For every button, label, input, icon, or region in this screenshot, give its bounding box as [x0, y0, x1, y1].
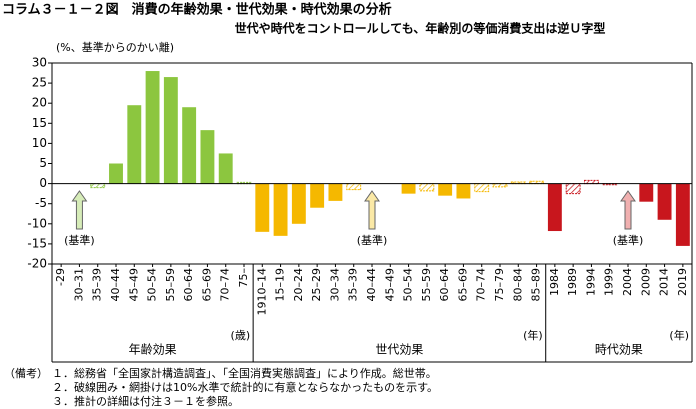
- y-tick-label: 0: [39, 176, 47, 190]
- x-tick-label: 65–69: [200, 268, 213, 302]
- unit-label: (歳): [231, 329, 251, 342]
- note-line: ２．破線囲み・網掛けは10%水準で統計的に有意とならなかったものを示す。: [52, 380, 438, 394]
- bar: [90, 183, 106, 189]
- group-label: 時代効果: [595, 342, 643, 357]
- bar: [182, 107, 197, 184]
- baseline-label: (基準): [613, 233, 644, 247]
- baseline-label: (基準): [64, 233, 95, 247]
- x-tick-label: 70–74: [475, 268, 488, 302]
- y-axis-label: (%、基準からのかい離): [56, 40, 174, 54]
- y-tick-label: -5: [35, 196, 47, 210]
- bar: [163, 77, 178, 184]
- x-tick-label: 55–59: [164, 268, 177, 302]
- x-tick-label: 20–24: [292, 268, 305, 302]
- x-tick-label: -29: [54, 268, 67, 286]
- group-label: 年齢効果: [129, 342, 177, 357]
- bar: [218, 153, 233, 184]
- chart-title: コラム３－１－２図 消費の年齢効果・世代効果・時代効果の分析: [2, 2, 392, 18]
- group-label: 世代効果: [375, 342, 423, 357]
- bar: [547, 183, 562, 232]
- y-tick-label: 15: [32, 116, 47, 130]
- bar: [675, 183, 690, 246]
- note-line: １．総務省「全国家計構造調査」、「全国消費実態調査」により作成。総世帯。: [52, 366, 437, 380]
- y-tick-label: 20: [32, 96, 47, 110]
- bar: [346, 183, 362, 191]
- x-tick-label: 30–31: [72, 268, 85, 302]
- y-tick-label: 5: [39, 156, 47, 170]
- baseline-arrow: [364, 190, 380, 230]
- y-tick-label: 10: [32, 136, 47, 150]
- note-line: ３．推計の詳細は付注３－１を参照。: [52, 394, 239, 408]
- x-tick-label: 1989: [566, 268, 579, 296]
- y-tick-label: -20: [27, 257, 47, 271]
- x-tick-label: 75–: [237, 268, 250, 288]
- baseline-label: (基準): [357, 233, 388, 247]
- baseline-arrow: [620, 190, 636, 230]
- x-tick-label: 45–49: [383, 268, 396, 302]
- x-tick-label: 55–59: [420, 268, 433, 302]
- x-tick-label: 70–74: [219, 268, 232, 302]
- bar: [328, 183, 343, 201]
- bar: [127, 105, 142, 184]
- baseline-arrow: [71, 190, 88, 230]
- x-tick-label: 45–49: [127, 268, 140, 302]
- x-tick-label: 60–64: [182, 268, 195, 302]
- x-tick-label: 2004: [621, 268, 634, 296]
- y-tick-label: -15: [27, 236, 47, 250]
- bar: [291, 183, 306, 224]
- x-tick-label: 2014: [658, 268, 671, 296]
- x-tick-label: 25–29: [310, 268, 323, 302]
- x-tick-label: 30–34: [328, 268, 341, 302]
- x-tick-label: 2009: [639, 268, 652, 296]
- bar: [565, 183, 581, 195]
- x-tick-label: 60–64: [438, 268, 451, 302]
- bar: [474, 183, 490, 193]
- bar: [145, 71, 160, 184]
- x-tick-label: 75–79: [493, 268, 506, 302]
- bar: [456, 183, 471, 199]
- x-tick-label: 1910–14: [255, 268, 268, 316]
- bar: [639, 183, 654, 202]
- bar: [438, 183, 453, 196]
- x-tick-label: 40–44: [109, 268, 122, 302]
- bar: [310, 183, 325, 208]
- x-tick-label: 50–54: [402, 268, 415, 302]
- unit-label: (年): [669, 328, 689, 342]
- bar: [200, 130, 215, 184]
- x-tick-label: 35–39: [91, 268, 104, 302]
- bar: [255, 183, 270, 232]
- bar: [401, 183, 416, 194]
- x-tick-label: 35–39: [347, 268, 360, 302]
- x-tick-label: 40–44: [365, 268, 378, 302]
- x-tick-label: 2019: [676, 268, 689, 296]
- x-tick-label: 1984: [548, 268, 561, 296]
- x-tick-label: 85–89: [530, 268, 543, 302]
- unit-label: (年): [523, 328, 543, 342]
- x-tick-label: 1994: [584, 268, 597, 296]
- x-tick-label: 15–19: [274, 268, 287, 302]
- x-tick-label: 80–84: [511, 268, 524, 302]
- bar: [109, 163, 123, 184]
- x-tick-label: 50–54: [146, 268, 159, 302]
- chart-subtitle: 世代や時代をコントロールしても、年齢別の等価消費支出は逆Ｕ字型: [235, 21, 606, 36]
- bar: [419, 183, 435, 192]
- x-tick-label: 65–69: [456, 268, 469, 302]
- bar: [273, 183, 288, 236]
- x-tick-label: 1999: [603, 268, 616, 296]
- bar: [657, 183, 672, 220]
- bar: [529, 180, 545, 185]
- y-tick-label: 25: [32, 76, 47, 90]
- y-tick-label: 30: [32, 56, 47, 70]
- notes-label: （備考）: [4, 367, 48, 380]
- y-tick-label: -10: [27, 216, 47, 230]
